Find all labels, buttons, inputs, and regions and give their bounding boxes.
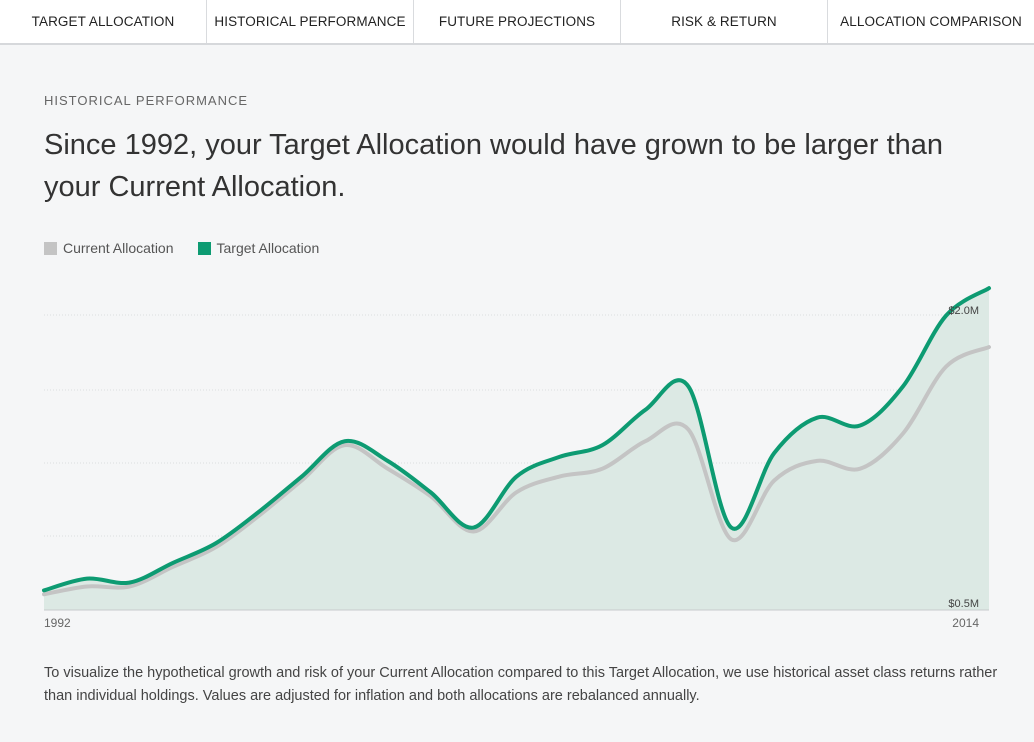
tab-historical-performance[interactable]: HISTORICAL PERFORMANCE — [207, 0, 414, 43]
legend-item-target: Target Allocation — [197, 240, 320, 256]
tab-future-projections[interactable]: FUTURE PROJECTIONS — [414, 0, 621, 43]
footnote: To visualize the hypothetical growth and… — [44, 665, 998, 704]
series-line-target — [42, 286, 991, 593]
legend-swatch-target — [197, 241, 211, 255]
section-label: HISTORICAL PERFORMANCE — [44, 93, 249, 108]
tab-allocation-comparison[interactable]: ALLOCATION COMPARISON — [840, 14, 1022, 29]
performance-chart: $2.0M $0.5M 1992 2014 — [42, 286, 991, 630]
legend-swatch-current — [44, 241, 57, 255]
legend-label-current: Current Allocation — [63, 240, 174, 256]
target-area-fill — [44, 288, 989, 610]
x-tick-label-start: 1992 — [44, 616, 71, 630]
tab-target-allocation[interactable]: TARGET ALLOCATION — [0, 0, 207, 43]
tab-bar: TARGET ALLOCATION HISTORICAL PERFORMANCE… — [0, 0, 1034, 45]
page-title: Since 1992, your Target Allocation would… — [44, 129, 944, 203]
y-tick-label-top: $2.0M — [948, 305, 979, 317]
series-line-current — [42, 345, 991, 597]
chart-legend: Current Allocation Target Allocation — [44, 240, 319, 256]
legend-item-current: Current Allocation — [44, 240, 174, 256]
tab-risk-return[interactable]: RISK & RETURN — [621, 0, 828, 43]
legend-label-target: Target Allocation — [216, 240, 320, 256]
x-tick-label-end: 2014 — [952, 616, 979, 630]
y-tick-label-bottom: $0.5M — [948, 598, 979, 610]
